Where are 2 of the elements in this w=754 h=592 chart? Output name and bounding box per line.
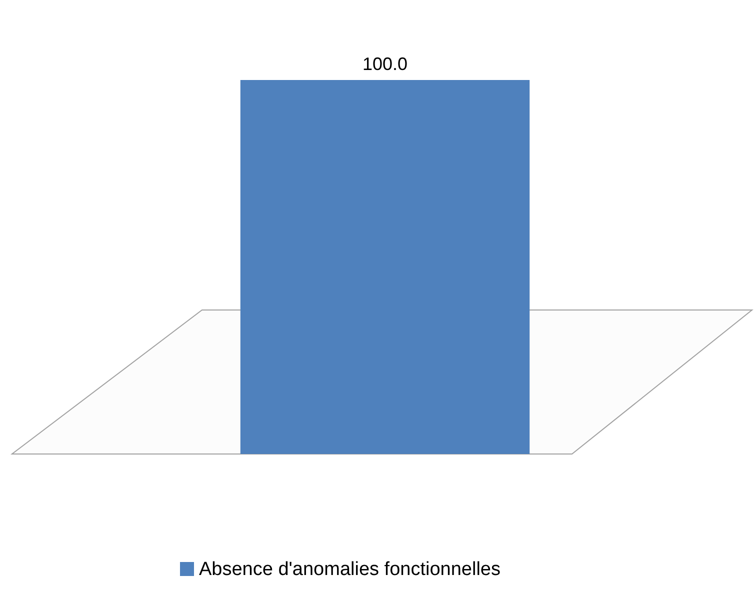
legend-label: Absence d'anomalies fonctionnelles	[199, 559, 500, 580]
data-label: 100.0	[362, 54, 408, 74]
